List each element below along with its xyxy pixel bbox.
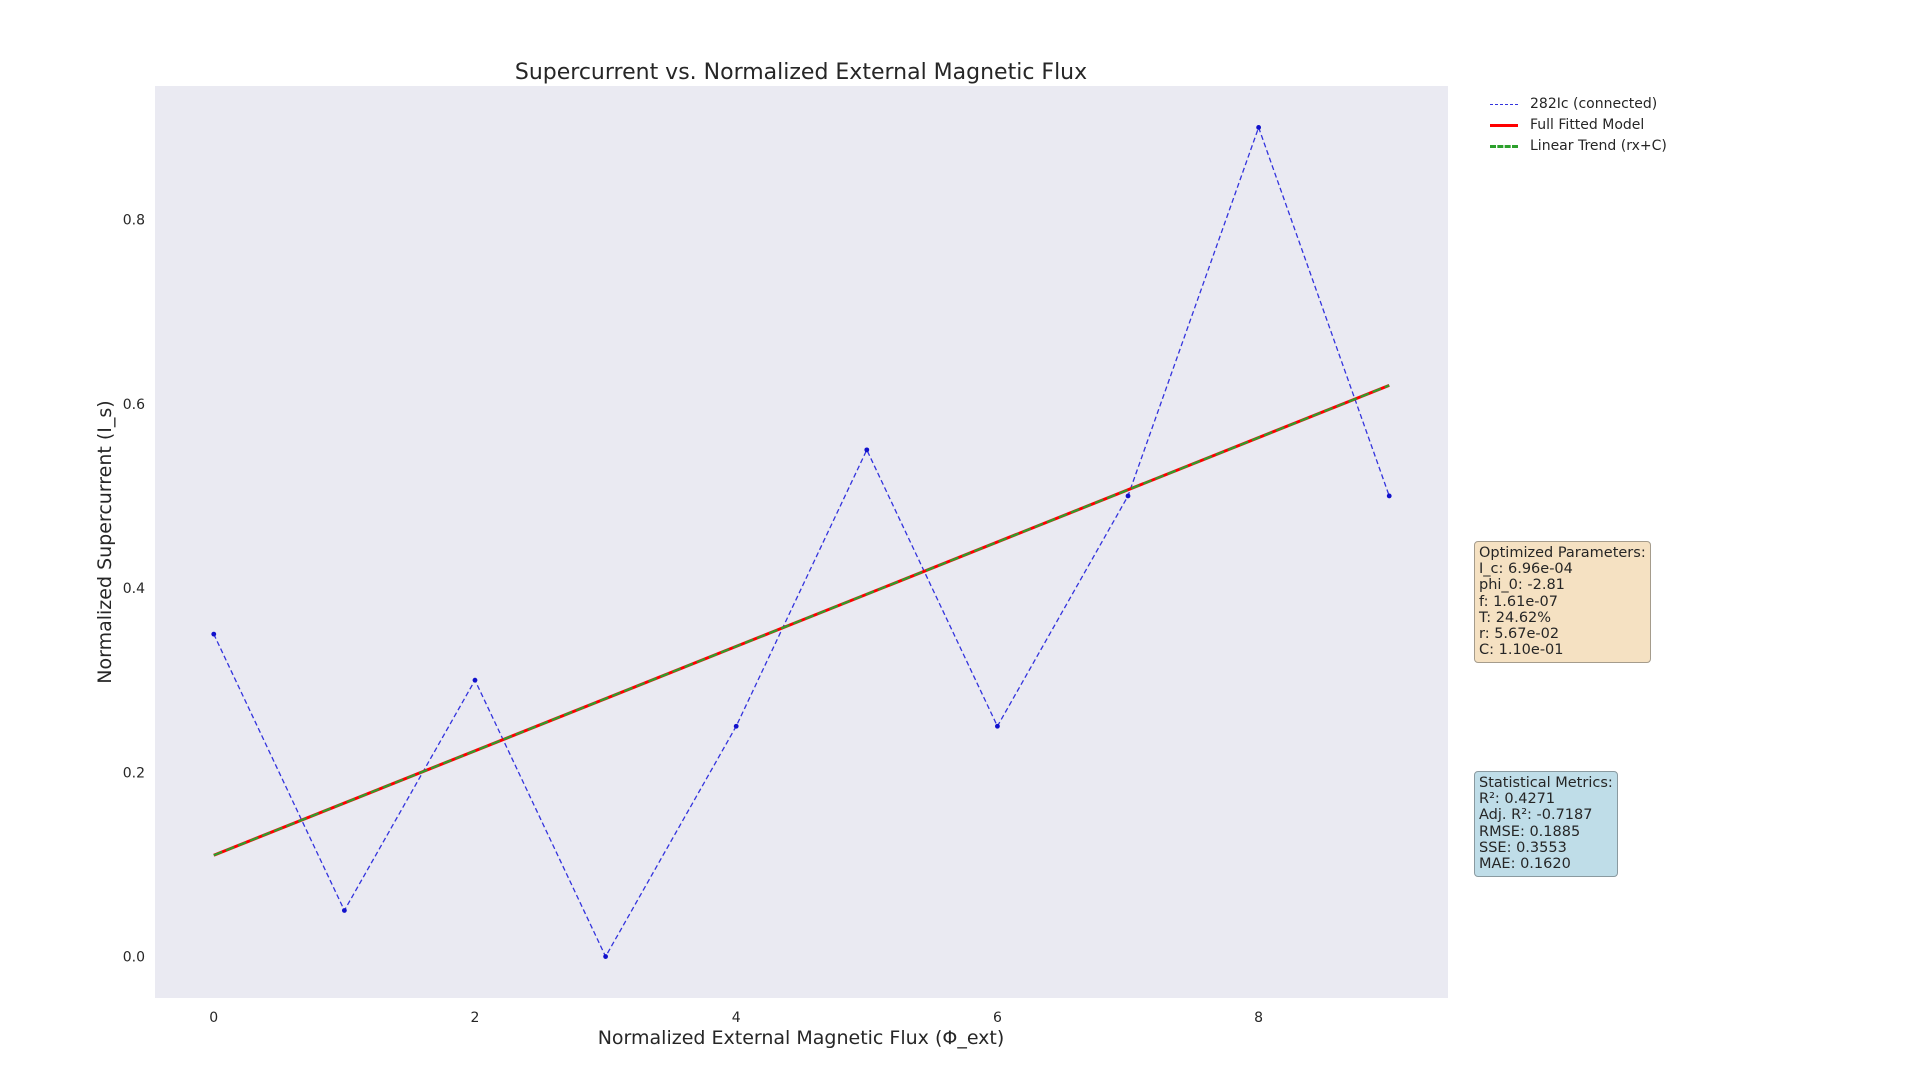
param-c: C: 1.10e-01 bbox=[1479, 642, 1564, 659]
y-tick-label: 0.6 bbox=[123, 397, 145, 413]
legend-swatch-data bbox=[1490, 104, 1518, 105]
ticks-layer: 0 2 4 6 8 0.0 0.2 0.4 0.6 0.8 bbox=[123, 213, 1263, 1026]
stat-adj-r2: Adj. R²: -0.7187 bbox=[1479, 807, 1593, 824]
legend-swatch-linear-trend bbox=[1490, 145, 1518, 148]
plot-area bbox=[155, 86, 1448, 998]
series-layer bbox=[211, 125, 1392, 959]
param-t: T: 24.62% bbox=[1479, 609, 1552, 626]
stat-sse: SSE: 0.3553 bbox=[1479, 839, 1567, 856]
y-tick-label: 0.4 bbox=[123, 581, 145, 597]
y-tick-label: 0.8 bbox=[123, 213, 145, 229]
data-point bbox=[1125, 493, 1131, 499]
param-r: r: 5.67e-02 bbox=[1479, 626, 1560, 643]
series-line-linear-trend bbox=[213, 384, 1390, 857]
optimized-parameters-box: Optimized Parameters: I_c: 6.96e-04 phi_… bbox=[1474, 541, 1651, 664]
data-point bbox=[995, 723, 1000, 729]
x-tick-label: 0 bbox=[209, 1010, 218, 1026]
legend-label-data: 282Ic (connected) bbox=[1530, 96, 1658, 112]
param-phi0: phi_0: -2.81 bbox=[1479, 577, 1565, 594]
data-point bbox=[603, 954, 608, 959]
legend-label-fitted-model: Full Fitted Model bbox=[1530, 117, 1645, 133]
y-tick-label: 0.0 bbox=[123, 950, 145, 966]
stat-rmse: RMSE: 0.1885 bbox=[1479, 823, 1581, 840]
data-point bbox=[1386, 493, 1392, 499]
legend-swatch-fitted-model bbox=[1490, 124, 1518, 127]
data-point bbox=[211, 631, 217, 637]
x-tick-label: 2 bbox=[471, 1010, 480, 1026]
x-tick-label: 6 bbox=[993, 1010, 1002, 1026]
series-line-data bbox=[213, 125, 1390, 958]
data-point bbox=[472, 677, 478, 683]
y-axis-label: Normalized Supercurrent (I_s) bbox=[94, 400, 116, 683]
stat-mae: MAE: 0.1620 bbox=[1479, 856, 1571, 873]
x-tick-label: 4 bbox=[732, 1010, 741, 1026]
stats-title: Statistical Metrics: bbox=[1479, 775, 1613, 791]
param-ic: I_c: 6.96e-04 bbox=[1479, 561, 1573, 578]
data-point bbox=[733, 723, 739, 729]
chart-title: Supercurrent vs. Normalized External Mag… bbox=[515, 60, 1087, 85]
statistical-metrics-box: Statistical Metrics: R²: 0.4271 Adj. R²:… bbox=[1474, 771, 1618, 878]
y-tick-label: 0.2 bbox=[123, 765, 145, 781]
data-point bbox=[341, 908, 347, 913]
stat-r2: R²: 0.4271 bbox=[1479, 791, 1556, 808]
data-point bbox=[864, 447, 870, 453]
data-point bbox=[1256, 125, 1262, 130]
x-tick-label: 8 bbox=[1254, 1010, 1263, 1026]
params-title: Optimized Parameters: bbox=[1479, 545, 1646, 561]
x-axis-label: Normalized External Magnetic Flux (Φ_ext… bbox=[598, 1027, 1005, 1049]
legend-label-linear-trend: Linear Trend (rx+C) bbox=[1530, 138, 1667, 154]
param-f: f: 1.61e-07 bbox=[1479, 593, 1558, 610]
